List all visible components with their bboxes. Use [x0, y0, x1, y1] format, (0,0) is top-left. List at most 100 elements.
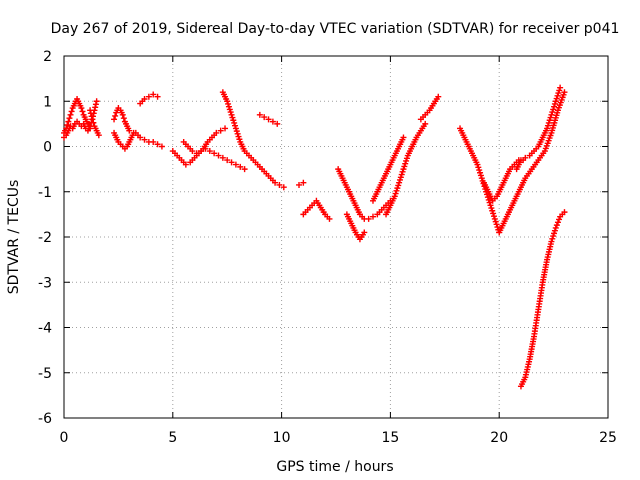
data-point-arc-e1 — [234, 130, 241, 137]
data-point-arc-a3 — [90, 119, 97, 126]
data-point-arc-d2 — [202, 145, 209, 152]
data-point-arc-c1 — [137, 134, 144, 141]
data-point-arc-g1 — [392, 190, 399, 197]
data-point-arc-f2 — [296, 181, 303, 188]
data-point-arc-e1 — [233, 128, 240, 135]
data-point-arc-e1 — [225, 100, 232, 107]
data-point-arc-e1 — [272, 179, 279, 186]
data-point-arc-i2 — [557, 84, 564, 91]
data-point-arc-g3 — [435, 93, 442, 100]
data-point-arc-b1 — [120, 115, 127, 122]
y-tick-label: -4 — [38, 321, 52, 337]
data-point-arc-j1 — [553, 222, 560, 229]
data-point-arc-j1 — [548, 238, 555, 245]
data-point-arc-d2 — [193, 150, 200, 157]
data-point-arc-f3 — [369, 213, 376, 220]
data-point-arc-g1 — [399, 168, 406, 175]
data-point-arc-d1 — [213, 129, 220, 136]
data-point-arc-a1 — [79, 108, 86, 115]
data-point-arc-a2 — [92, 104, 99, 111]
data-point-arc-f2 — [300, 179, 307, 186]
y-tick-label: 0 — [43, 140, 52, 156]
data-point-arc-e1 — [235, 133, 242, 140]
data-point-arc-e1 — [280, 184, 287, 191]
x-tick-label: 20 — [490, 430, 508, 446]
data-point-arc-g1 — [397, 174, 404, 181]
data-point-arc-e1 — [231, 119, 238, 126]
data-point-arc-i2 — [545, 119, 552, 126]
data-point-arc-a1 — [78, 105, 85, 112]
data-point-arc-i2 — [556, 87, 563, 94]
data-point-arc-g1 — [400, 166, 407, 173]
data-point-arc-e1 — [228, 111, 235, 118]
data-point-arc-c1 — [158, 143, 165, 150]
y-tick-label: -5 — [38, 366, 52, 382]
data-point-arc-e1 — [232, 122, 239, 129]
data-point-arc-j1 — [554, 219, 561, 226]
data-point-arc-j1 — [561, 209, 568, 216]
data-point-arc-a1 — [68, 108, 75, 115]
data-point-arc-a1 — [67, 111, 74, 118]
data-point-arc-d2 — [211, 150, 218, 157]
data-point-arc-b1 — [111, 116, 118, 123]
data-point-arc-h1 — [475, 164, 482, 171]
data-point-arc-a3 — [87, 110, 94, 117]
data-point-arc-i2 — [555, 90, 562, 97]
data-point-arc-f4 — [361, 229, 368, 236]
data-point-arc-i2 — [544, 122, 551, 129]
data-point-arc-i2 — [522, 154, 529, 161]
data-point-arc-e1 — [226, 106, 233, 113]
data-point-arc-d1 — [182, 161, 189, 168]
data-point-arc-j1 — [550, 233, 557, 240]
data-point-arc-c2 — [141, 95, 148, 102]
data-point-arc-e1 — [227, 109, 234, 116]
data-point-arc-e2 — [274, 120, 281, 127]
data-point-arc-f1 — [326, 215, 333, 222]
y-axis-label: SDTVAR / TECUs — [6, 180, 22, 295]
data-point-arc-i2 — [552, 98, 559, 105]
x-tick-label: 0 — [60, 430, 69, 446]
grid-layer — [64, 56, 608, 418]
data-point-arc-b1 — [126, 127, 133, 134]
data-point-arc-h1 — [474, 161, 481, 168]
data-point-arc-h1 — [476, 167, 483, 174]
data-point-arc-i2 — [554, 92, 561, 99]
data-point-arc-c1 — [154, 141, 161, 148]
data-point-arc-j1 — [556, 216, 563, 223]
data-point-arc-a2 — [93, 98, 100, 105]
data-point-arc-i2 — [544, 125, 551, 132]
data-point-arc-d2 — [237, 163, 244, 170]
mark-layer — [61, 84, 568, 390]
data-point-arc-g2 — [400, 134, 407, 141]
x-tick-label: 5 — [168, 430, 177, 446]
y-tick-label: 2 — [43, 49, 52, 65]
data-point-arc-i2 — [551, 103, 558, 110]
data-point-arc-d2 — [198, 148, 205, 155]
data-point-arc-g1 — [393, 187, 400, 194]
data-point-arc-h1 — [490, 213, 497, 220]
data-point-arc-c1 — [141, 136, 148, 143]
data-point-arc-h1 — [492, 218, 499, 225]
data-point-arc-i2 — [547, 114, 554, 121]
data-point-arc-i2 — [550, 106, 557, 113]
data-point-arc-d1 — [222, 125, 229, 132]
data-point-arc-h1 — [493, 221, 500, 228]
data-point-arc-e1 — [224, 98, 231, 105]
data-point-arc-d2 — [219, 154, 226, 161]
data-point-arc-d2 — [224, 157, 231, 164]
data-point-arc-e1 — [225, 103, 232, 110]
x-tick-label: 25 — [599, 430, 617, 446]
data-point-arc-g1 — [391, 193, 398, 200]
data-point-arc-d2 — [206, 148, 213, 155]
data-point-arc-h1 — [488, 205, 495, 212]
data-point-arc-i1 — [561, 89, 568, 96]
y-tick-label: -6 — [38, 411, 52, 427]
data-point-arc-i2 — [553, 95, 560, 102]
data-point-arc-j1 — [552, 224, 559, 231]
y-tick-label: -1 — [38, 185, 52, 201]
data-point-arc-e1 — [232, 125, 239, 132]
data-point-arc-j1 — [549, 235, 556, 242]
data-point-arc-h1 — [477, 169, 484, 176]
data-point-arc-e1 — [276, 181, 283, 188]
